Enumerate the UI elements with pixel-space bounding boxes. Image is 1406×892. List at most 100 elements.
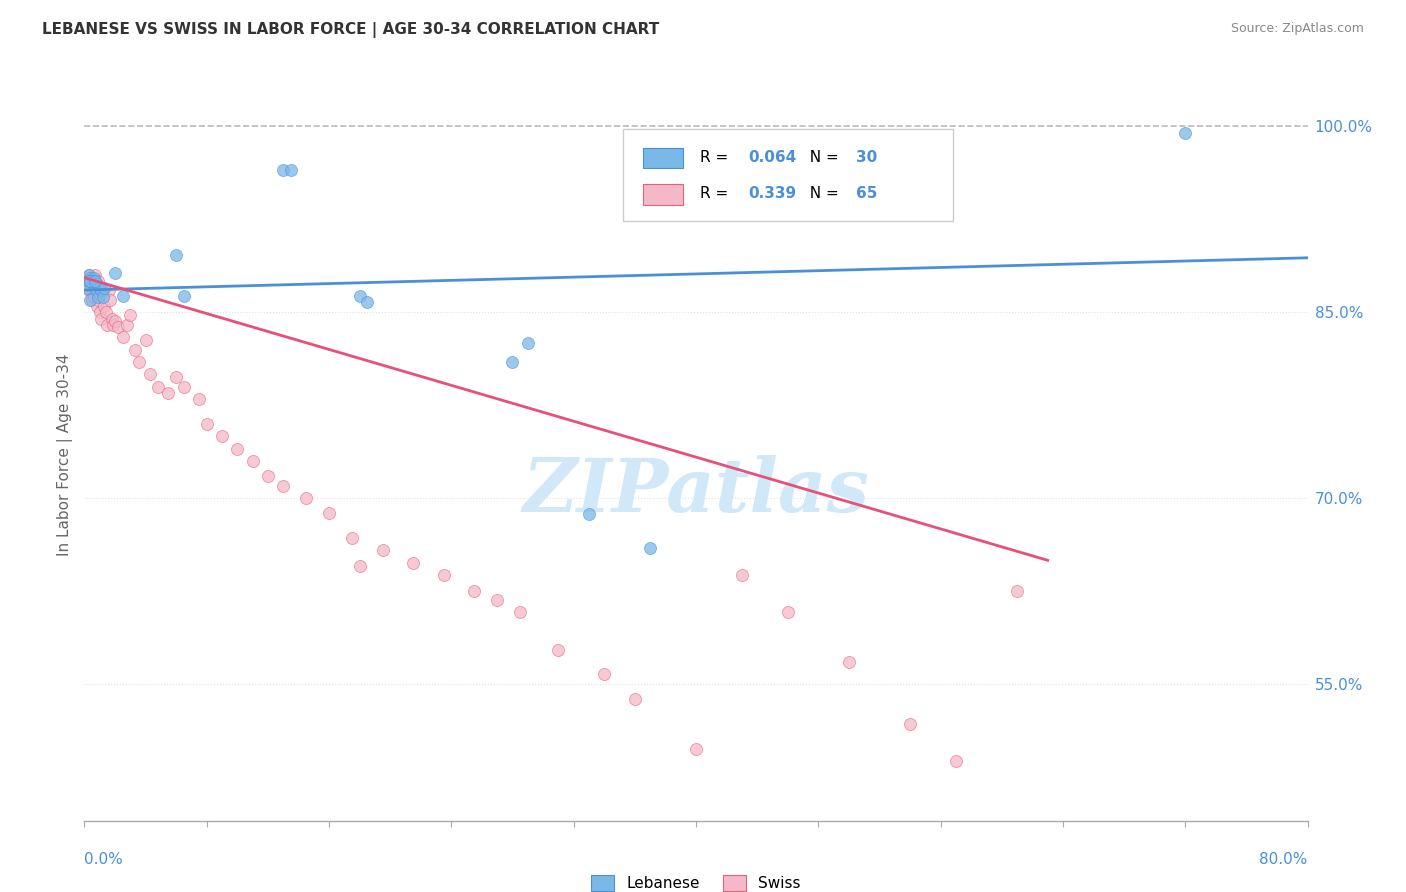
Point bbox=[84, 280, 107, 294]
Text: 30: 30 bbox=[856, 151, 877, 165]
Point bbox=[86, 299, 108, 313]
Text: 80.0%: 80.0% bbox=[1260, 852, 1308, 867]
Point bbox=[90, 283, 112, 297]
Point bbox=[226, 442, 249, 456]
Point bbox=[79, 293, 101, 307]
Point bbox=[776, 606, 799, 620]
Point bbox=[80, 280, 103, 294]
Legend: Lebanese, Swiss: Lebanese, Swiss bbox=[585, 869, 807, 892]
Point bbox=[578, 508, 600, 522]
Point bbox=[111, 289, 134, 303]
Point bbox=[242, 454, 264, 468]
Text: R =: R = bbox=[700, 151, 733, 165]
Point bbox=[195, 417, 218, 431]
Point bbox=[638, 541, 661, 555]
Point bbox=[101, 311, 124, 326]
Point bbox=[86, 277, 108, 291]
Point bbox=[86, 280, 108, 294]
FancyBboxPatch shape bbox=[644, 185, 682, 205]
Point bbox=[593, 667, 616, 681]
Text: N =: N = bbox=[800, 186, 844, 201]
Point bbox=[509, 606, 531, 620]
Point bbox=[79, 274, 101, 288]
Point bbox=[91, 290, 114, 304]
Point bbox=[77, 283, 100, 297]
Point bbox=[93, 299, 115, 313]
Point bbox=[89, 280, 111, 294]
Point bbox=[83, 274, 105, 288]
Point bbox=[104, 314, 127, 328]
Point bbox=[80, 274, 103, 288]
Point bbox=[349, 289, 371, 303]
Point bbox=[271, 479, 294, 493]
FancyBboxPatch shape bbox=[623, 129, 953, 221]
Point bbox=[146, 380, 169, 394]
Point bbox=[96, 318, 118, 332]
Point bbox=[128, 355, 150, 369]
Point bbox=[77, 268, 100, 282]
FancyBboxPatch shape bbox=[644, 148, 682, 169]
Point bbox=[84, 274, 107, 288]
Point bbox=[295, 491, 318, 506]
Point bbox=[257, 469, 280, 483]
Text: 65: 65 bbox=[856, 186, 877, 201]
Point bbox=[111, 330, 134, 344]
Point bbox=[104, 266, 127, 280]
Point bbox=[349, 559, 371, 574]
Point bbox=[731, 568, 754, 582]
Point bbox=[94, 305, 117, 319]
Point bbox=[624, 692, 647, 706]
Point bbox=[157, 386, 180, 401]
Point bbox=[139, 368, 162, 382]
Point bbox=[211, 429, 233, 443]
Point bbox=[486, 593, 509, 607]
Text: ZIPatlas: ZIPatlas bbox=[523, 455, 869, 528]
Point bbox=[502, 355, 524, 369]
Point bbox=[83, 274, 105, 288]
Point bbox=[80, 293, 103, 307]
Text: 0.0%: 0.0% bbox=[84, 852, 124, 867]
Point bbox=[76, 280, 98, 294]
Point bbox=[1005, 584, 1028, 599]
Point bbox=[280, 162, 302, 177]
Point bbox=[87, 293, 110, 307]
Point bbox=[87, 274, 110, 288]
Text: 0.064: 0.064 bbox=[748, 151, 797, 165]
Point bbox=[135, 333, 157, 347]
Text: LEBANESE VS SWISS IN LABOR FORCE | AGE 30-34 CORRELATION CHART: LEBANESE VS SWISS IN LABOR FORCE | AGE 3… bbox=[42, 22, 659, 38]
Point bbox=[77, 268, 100, 282]
Point bbox=[124, 343, 146, 357]
Text: Source: ZipAtlas.com: Source: ZipAtlas.com bbox=[1230, 22, 1364, 36]
Point bbox=[188, 392, 211, 406]
Point bbox=[340, 531, 363, 545]
Point bbox=[83, 270, 105, 285]
Point bbox=[84, 280, 107, 294]
Point bbox=[107, 320, 129, 334]
Point bbox=[516, 336, 538, 351]
Point bbox=[90, 311, 112, 326]
Point bbox=[89, 280, 111, 294]
Point bbox=[685, 741, 707, 756]
Point bbox=[83, 290, 105, 304]
Text: N =: N = bbox=[800, 151, 844, 165]
Point bbox=[898, 717, 921, 731]
Point bbox=[89, 305, 111, 319]
Point bbox=[79, 274, 101, 288]
Y-axis label: In Labor Force | Age 30-34: In Labor Force | Age 30-34 bbox=[58, 353, 73, 557]
Point bbox=[84, 268, 107, 282]
Point bbox=[547, 642, 569, 657]
Point bbox=[356, 295, 378, 310]
Point bbox=[838, 655, 860, 669]
Point bbox=[165, 369, 187, 384]
Point bbox=[97, 283, 120, 297]
Point bbox=[173, 289, 195, 303]
Text: R =: R = bbox=[700, 186, 733, 201]
Point bbox=[371, 543, 394, 558]
Text: 0.339: 0.339 bbox=[748, 186, 797, 201]
Point bbox=[271, 162, 294, 177]
Point bbox=[115, 318, 138, 332]
Point bbox=[433, 568, 456, 582]
Point bbox=[87, 290, 110, 304]
Point bbox=[945, 754, 967, 768]
Point bbox=[402, 556, 425, 570]
